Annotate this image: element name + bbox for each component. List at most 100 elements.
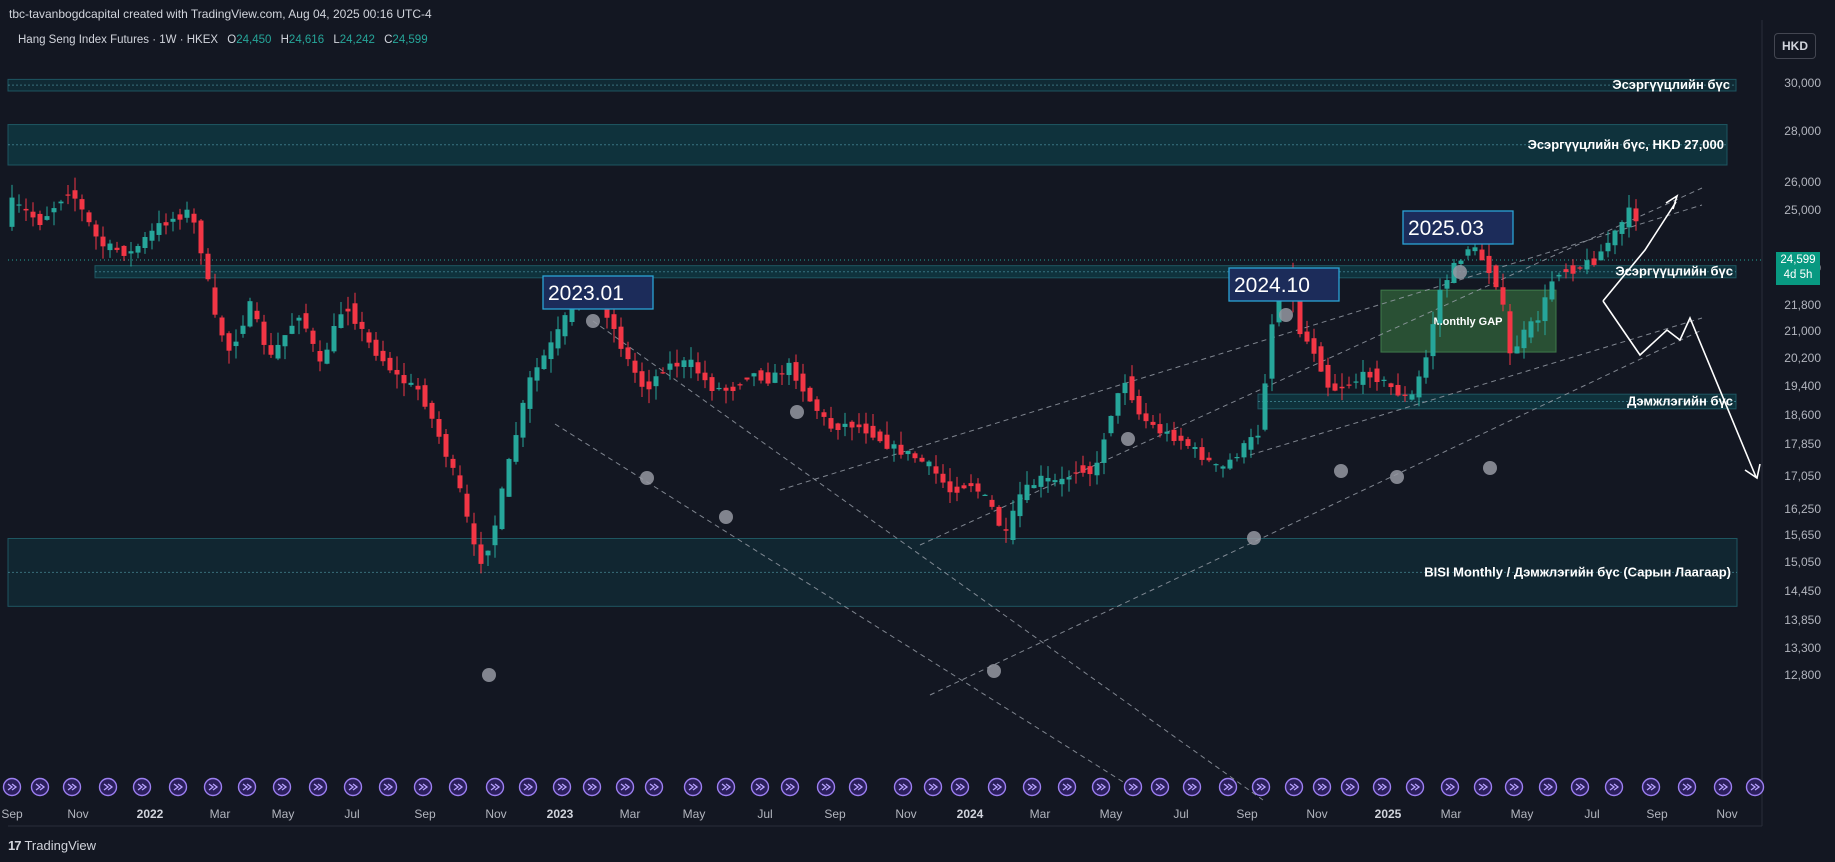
- event-marker-icon: [1570, 777, 1590, 797]
- candle-body: [1094, 462, 1100, 476]
- candle-body: [1360, 371, 1366, 385]
- candle-body: [296, 317, 302, 321]
- candle-body: [1136, 395, 1142, 415]
- candle-body: [1535, 320, 1541, 323]
- event-marker-icon: [1473, 777, 1493, 797]
- event-marker-icon: [1284, 777, 1304, 797]
- candle-body: [1262, 383, 1268, 430]
- trend-line: [929, 329, 1703, 696]
- event-chevron-icon: [557, 783, 568, 791]
- candle-body: [1605, 242, 1611, 252]
- event-chevron-icon: [1345, 783, 1356, 791]
- pivot-marker: [586, 314, 600, 328]
- price-axis-label: 30,000: [1784, 76, 1821, 90]
- event-chevron-icon: [1750, 783, 1761, 791]
- candle-body: [912, 453, 918, 459]
- candle-body: [1598, 251, 1604, 261]
- event-chevron-icon: [490, 783, 501, 791]
- event-chevron-icon: [1609, 783, 1620, 791]
- candle-body: [1269, 324, 1275, 379]
- projection-up-arrowhead: [1665, 194, 1679, 210]
- pivot-marker: [640, 471, 654, 485]
- candle-body: [37, 213, 43, 226]
- candle-body: [1465, 249, 1471, 256]
- date-label-box: [542, 275, 654, 310]
- event-chevron-icon: [955, 783, 966, 791]
- candle-body: [541, 355, 547, 370]
- event-chevron-icon: [1096, 783, 1107, 791]
- event-marker-icon: [1091, 777, 1111, 797]
- candle-body: [793, 362, 799, 381]
- candle-body: [996, 506, 1002, 526]
- event-chevron-icon: [277, 783, 288, 791]
- event-chevron-icon: [821, 783, 832, 791]
- candle-body: [1311, 338, 1317, 354]
- candle-body: [870, 425, 876, 438]
- candle-body: [261, 321, 267, 345]
- candle-body: [128, 251, 134, 254]
- close-value: 24,599: [392, 34, 428, 46]
- candle-body: [674, 362, 680, 367]
- candle-body: [758, 370, 764, 381]
- event-marker-icon: [1312, 777, 1332, 797]
- time-axis-label: Sep: [1236, 807, 1258, 821]
- candle-body: [170, 218, 176, 222]
- candle-body: [345, 308, 351, 312]
- candle-body: [1444, 280, 1450, 289]
- candle-body: [1143, 413, 1149, 422]
- time-axis-label: May: [682, 807, 706, 821]
- candle-body: [772, 372, 778, 383]
- footer-brand[interactable]: 17 TradingView: [8, 838, 96, 853]
- candle-body: [450, 458, 456, 468]
- candle-body: [667, 363, 673, 370]
- event-chevron-icon: [7, 783, 18, 791]
- symbol-legend[interactable]: Hang Seng Index Futures · 1W · HKEX O24,…: [18, 34, 428, 46]
- event-chevron-icon: [453, 783, 464, 791]
- price-axis-label: 13,300: [1784, 641, 1821, 656]
- candle-body: [926, 461, 932, 467]
- candle-body: [373, 339, 379, 356]
- event-marker-icon: [893, 777, 913, 797]
- candle-body: [1010, 510, 1016, 540]
- candle-body: [1591, 258, 1597, 265]
- projection-down-arrowhead: [1744, 463, 1761, 480]
- candle-body: [1108, 415, 1114, 434]
- event-chevron-icon: [649, 783, 660, 791]
- price-axis-label: 15,050: [1784, 555, 1821, 570]
- zone-label: Monthly GAP: [1433, 316, 1502, 328]
- event-chevron-icon: [721, 783, 732, 791]
- candle-body: [863, 423, 869, 434]
- event-chevron-icon: [67, 783, 78, 791]
- candle-body: [597, 284, 603, 298]
- candle-body: [723, 387, 729, 391]
- resistance-zone-27000: [7, 124, 1728, 166]
- event-chevron-icon: [1155, 783, 1166, 791]
- event-marker-icon: [1405, 777, 1425, 797]
- candle-body: [303, 313, 309, 329]
- candle-body: [639, 371, 645, 387]
- candle-body: [1213, 464, 1219, 466]
- last-price-value: 24,599: [1780, 254, 1816, 266]
- time-axis-label: Nov: [895, 807, 917, 821]
- candle-body: [1080, 465, 1086, 473]
- currency-button[interactable]: HKD: [1774, 33, 1816, 59]
- candle-body: [744, 377, 750, 380]
- event-marker-icon: [987, 777, 1007, 797]
- time-axis-label: Sep: [1646, 807, 1668, 821]
- event-marker-icon: [168, 777, 188, 797]
- candle-body: [86, 212, 92, 223]
- candle-body: [576, 295, 582, 304]
- candle-body: [205, 253, 211, 280]
- pivot-marker: [482, 668, 496, 682]
- event-chevron-icon: [1718, 783, 1729, 791]
- candle-body: [142, 236, 148, 248]
- candle-body: [618, 326, 624, 349]
- candle-body: [471, 523, 477, 545]
- candle-body: [653, 376, 659, 387]
- candle-body: [226, 333, 232, 351]
- candle-body: [982, 494, 988, 496]
- candle-body: [1542, 297, 1548, 322]
- event-marker-icon: [448, 777, 468, 797]
- candle-body: [737, 384, 743, 386]
